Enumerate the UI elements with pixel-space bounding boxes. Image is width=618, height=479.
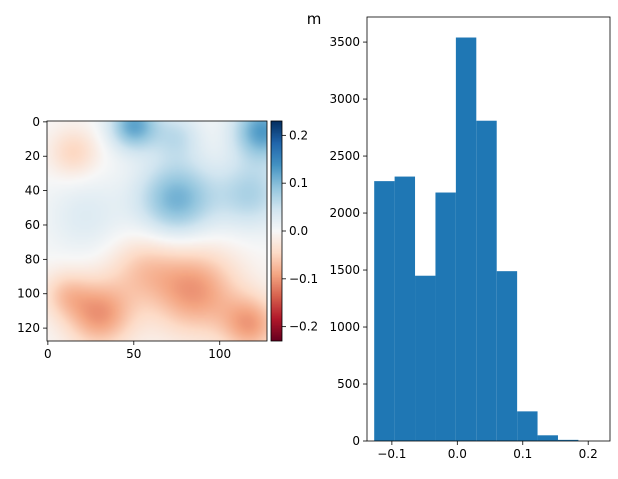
histogram-bar	[496, 271, 518, 441]
histogram-bar	[537, 435, 558, 441]
histogram-y-tick-label: 0	[352, 434, 360, 448]
heatmap-y-tick-label: 0	[32, 115, 40, 129]
histogram-y-tick-label: 1000	[329, 320, 360, 334]
colorbar-tick-label: 0.1	[289, 176, 308, 190]
histogram-bar	[394, 176, 416, 441]
colorbar-gradient	[271, 121, 282, 341]
histogram-bars	[374, 37, 579, 442]
colorbar-tick-label: 0.0	[289, 224, 308, 238]
histogram-x-tick-label: 0.1	[513, 447, 532, 461]
heatmap-y-axis: 0 20 40 60 80 100 120	[17, 115, 47, 335]
heatmap-image	[47, 121, 267, 341]
histogram-frame	[366, 16, 611, 442]
histogram-bar	[415, 275, 436, 441]
heatmap-panel: 0 50 100 0 20 40 60 80 100 120	[17, 115, 268, 361]
colorbar-tick-label: −0.1	[289, 272, 318, 286]
heatmap-y-tick-label: 40	[25, 184, 40, 198]
colorbar: 0.2 0.1 0.0 −0.1 −0.2	[270, 120, 318, 342]
histogram-y-axis: 0 500 1000 1500 2000 2500 3000 3500	[329, 35, 367, 448]
histogram-bar	[476, 120, 497, 441]
heatmap-y-tick-label: 80	[25, 252, 40, 266]
heatmap-y-tick-label: 20	[25, 149, 40, 163]
heatmap-x-axis: 0 50 100	[44, 341, 231, 361]
histogram-title: m	[307, 10, 322, 28]
heatmap-frame	[46, 120, 268, 342]
histogram-bar	[517, 411, 538, 441]
heatmap-x-tick-label: 50	[126, 347, 141, 361]
histogram-y-tick-label: 2000	[329, 206, 360, 220]
histogram-y-tick-label: 500	[337, 377, 360, 391]
colorbar-axis: 0.2 0.1 0.0 −0.1 −0.2	[282, 128, 318, 334]
colorbar-tick-label: 0.2	[289, 128, 308, 142]
histogram-panel: m −0.1 0.0 0.1 0.2 0 500 1000 1500 2000 2500 3000…	[307, 10, 611, 461]
heatmap-y-tick-label: 60	[25, 218, 40, 232]
histogram-y-tick-label: 2500	[329, 149, 360, 163]
heatmap-x-tick-label: 0	[44, 347, 52, 361]
histogram-bar	[374, 181, 395, 441]
colorbar-tick-label: −0.2	[289, 320, 318, 334]
histogram-bar	[557, 439, 579, 441]
heatmap-y-tick-label: 120	[17, 321, 40, 335]
heatmap-y-tick-label: 100	[17, 287, 40, 301]
histogram-x-tick-label: 0.2	[579, 447, 598, 461]
heatmap-x-tick-label: 100	[208, 347, 231, 361]
histogram-bar	[455, 37, 477, 442]
histogram-y-tick-label: 1500	[329, 263, 360, 277]
histogram-y-tick-label: 3000	[329, 92, 360, 106]
histogram-x-tick-label: 0.0	[448, 447, 467, 461]
histogram-y-tick-label: 3500	[329, 35, 360, 49]
histogram-x-axis: −0.1 0.0 0.1 0.2	[377, 441, 598, 461]
histogram-x-tick-label: −0.1	[377, 447, 406, 461]
histogram-bar	[435, 192, 456, 441]
